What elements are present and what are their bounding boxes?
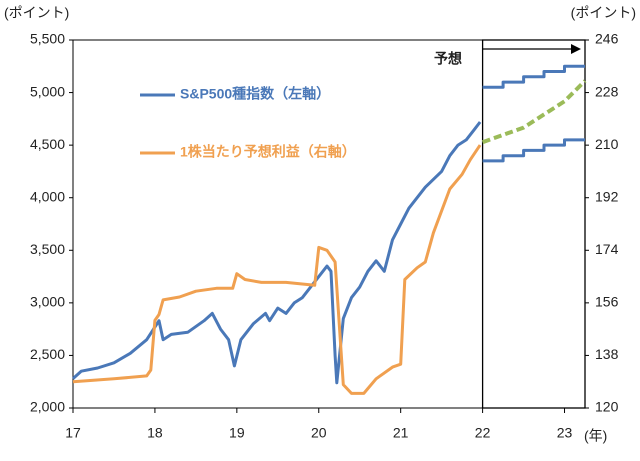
series-line (482, 138, 585, 163)
y-tick-label: 2,000 (30, 399, 65, 415)
y2-tick-label: 246 (595, 31, 619, 47)
y-tick-label: 5,000 (30, 83, 65, 99)
y-tick-label: 4,000 (30, 188, 65, 204)
y-axis-label: (ポイント) (4, 5, 69, 21)
y2-axis-label: (ポイント) (571, 5, 636, 21)
y-tick-label: 3,000 (30, 294, 65, 310)
x-tick-label: 23 (557, 425, 573, 441)
y-tick-label: 2,500 (30, 346, 65, 362)
y-tick-label: 5,500 (30, 31, 65, 47)
y2-tick-label: 138 (595, 346, 619, 362)
series-line (481, 79, 587, 145)
y-tick-label: 3,500 (30, 241, 65, 257)
y2-tick-label: 228 (595, 83, 619, 99)
series-line (482, 64, 585, 89)
x-tick-label: 17 (65, 425, 81, 441)
legend-label: S&P500種指数（左軸） (180, 86, 330, 102)
y2-tick-label: 174 (595, 241, 619, 257)
y-tick-label: 4,500 (30, 136, 65, 152)
legend-label: 1株当たり予想利益（右軸） (180, 144, 356, 160)
series-line (72, 144, 482, 395)
y2-tick-label: 192 (595, 188, 619, 204)
y2-tick-label: 120 (595, 399, 619, 415)
x-tick-label: 20 (311, 425, 327, 441)
annotation: 予想 (434, 51, 462, 67)
x-tick-label: 22 (475, 425, 491, 441)
series-line (71, 121, 482, 385)
y2-tick-label: 210 (595, 136, 619, 152)
x-axis-label: (年) (584, 428, 607, 444)
forecast-arrowhead (571, 44, 581, 54)
x-tick-label: 19 (229, 425, 245, 441)
x-tick-label: 18 (147, 425, 163, 441)
y2-tick-label: 156 (595, 294, 619, 310)
forecast-box (481, 39, 586, 409)
x-tick-label: 21 (393, 425, 409, 441)
